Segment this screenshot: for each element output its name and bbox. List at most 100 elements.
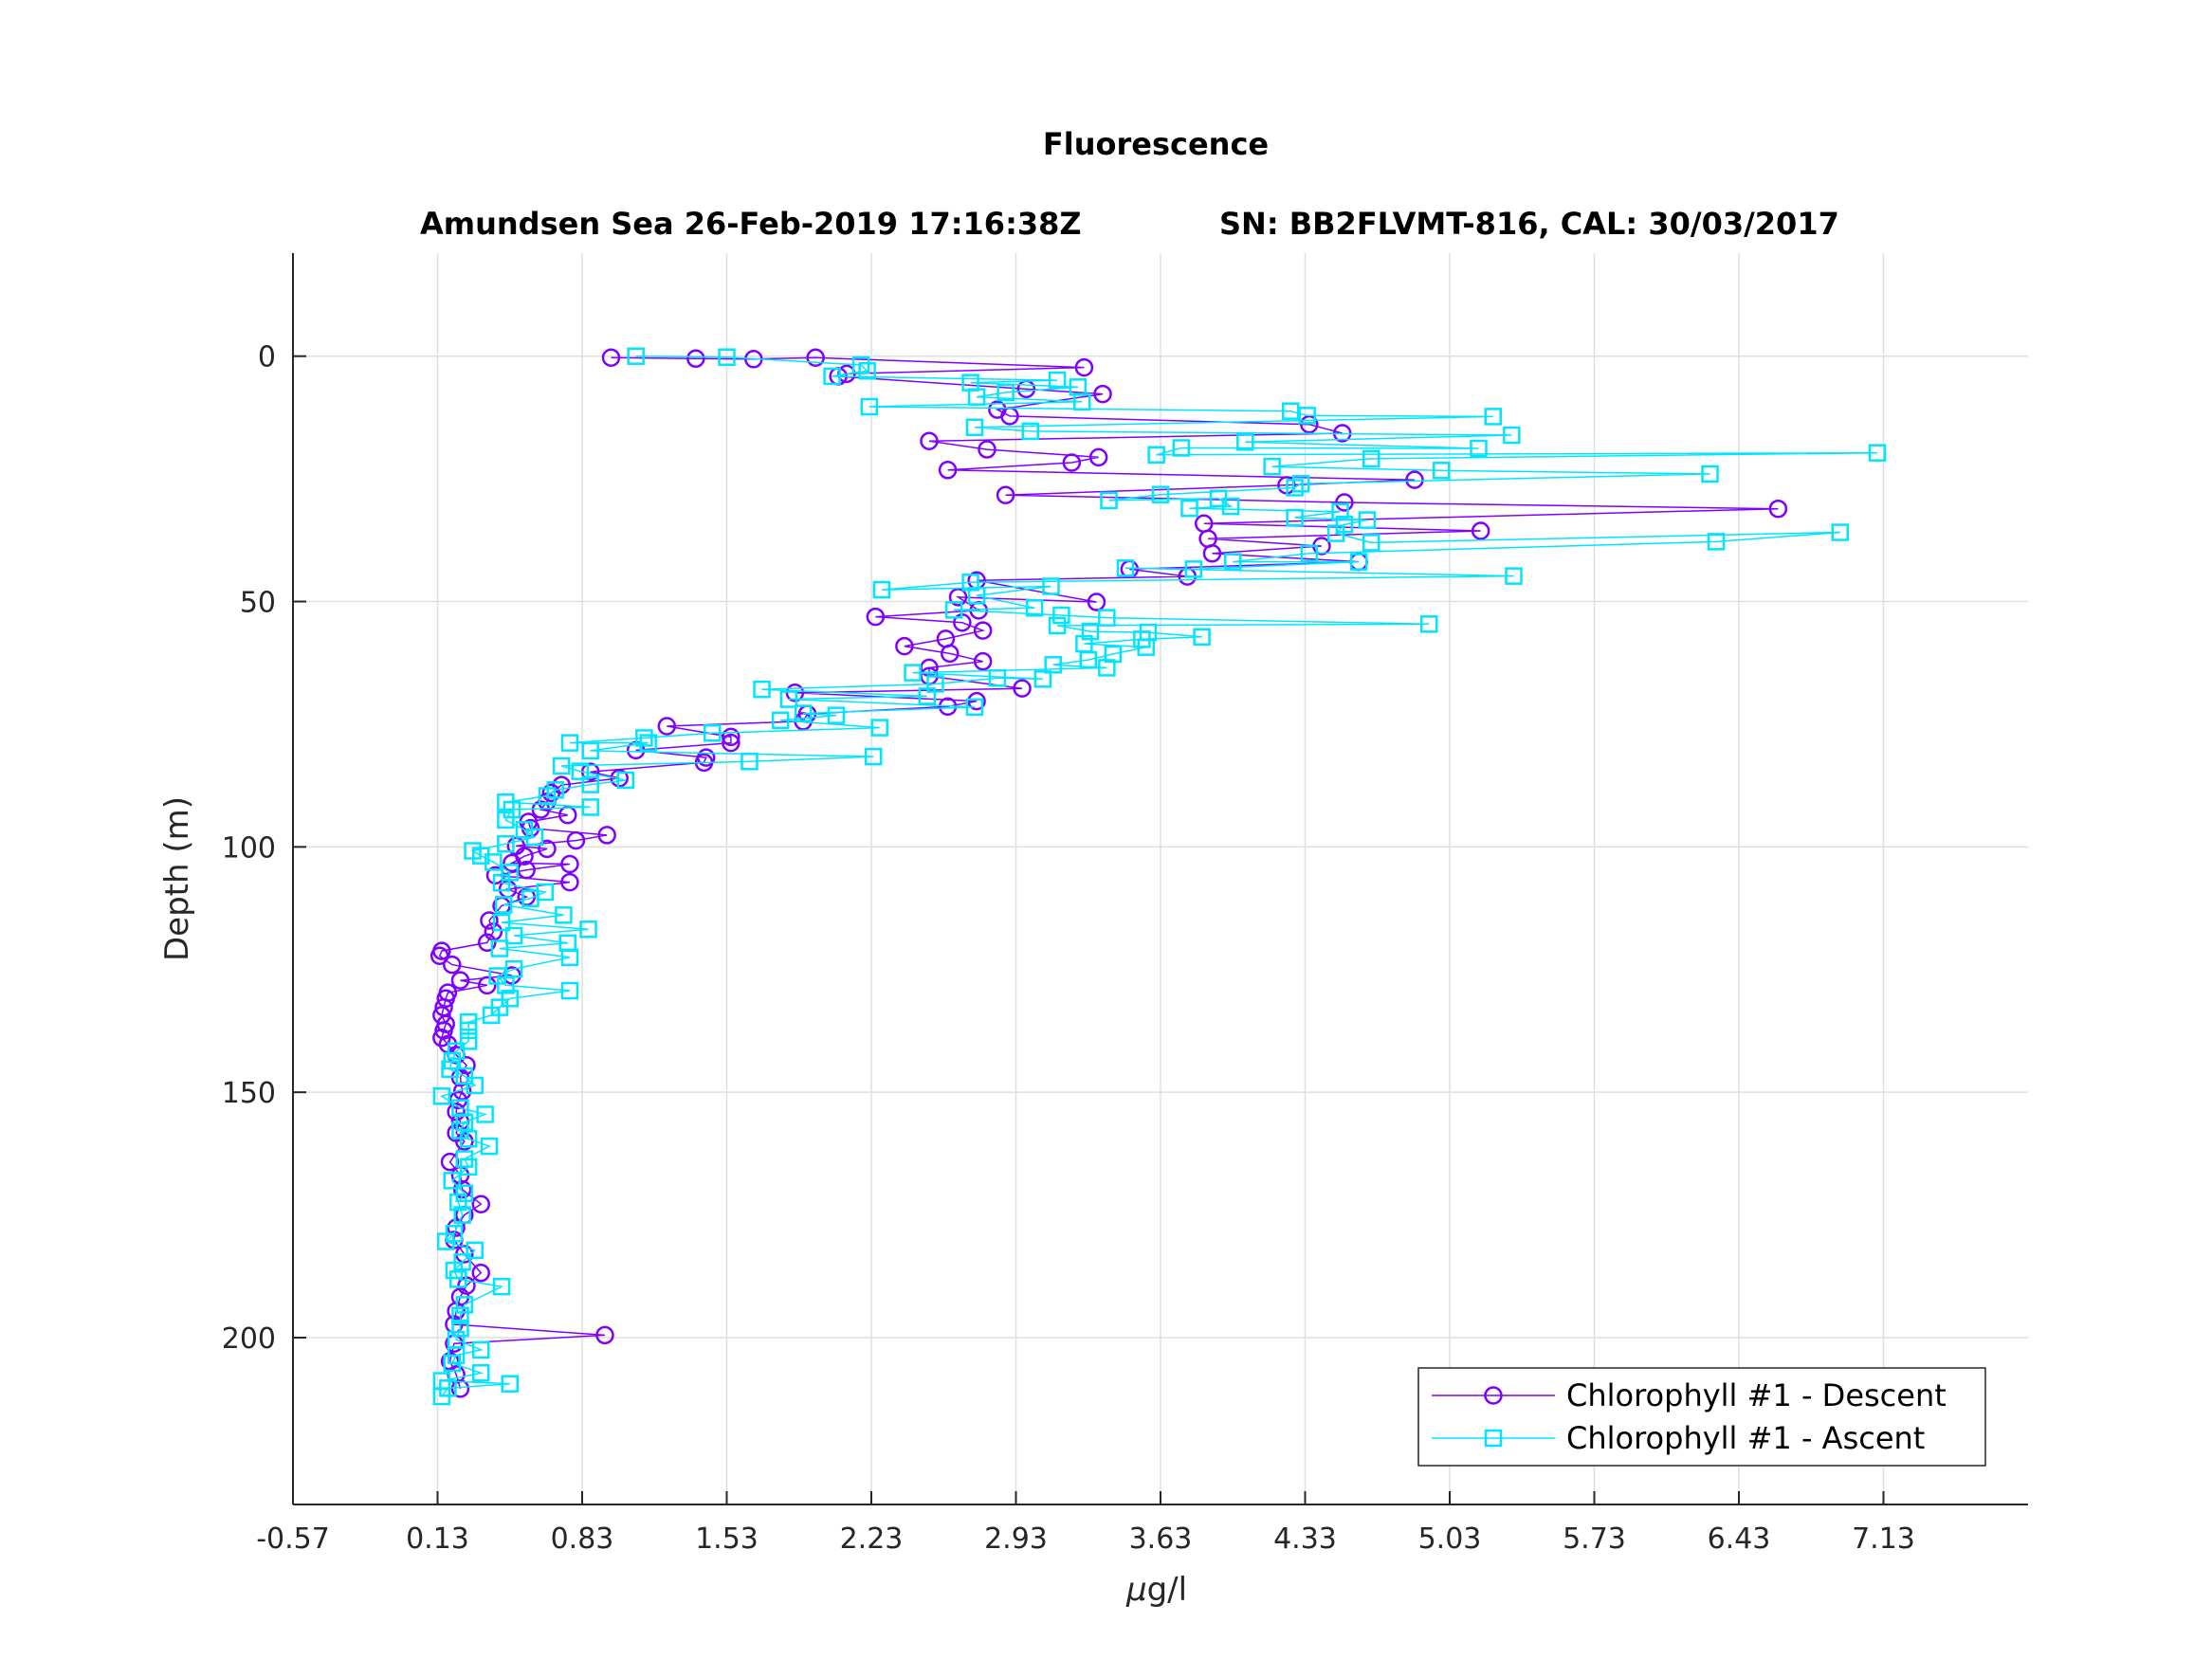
data-point [967, 587, 986, 605]
data-point [657, 717, 677, 736]
x-tick-label: 0.13 [406, 1522, 469, 1556]
data-point [996, 383, 1015, 402]
data-point [1291, 475, 1310, 493]
x-axis-label-prefix: μ [1125, 1571, 1147, 1609]
data-point [948, 588, 968, 607]
legend-box [1417, 1367, 1986, 1467]
grid [292, 253, 2028, 1504]
data-point [1172, 439, 1191, 457]
data-point [1505, 567, 1523, 585]
data-point [1100, 491, 1118, 510]
data-point [450, 971, 470, 990]
data-point [501, 1375, 519, 1393]
data-point [484, 853, 503, 871]
data-point [432, 1028, 451, 1048]
data-point [1484, 408, 1502, 426]
data-point [501, 990, 519, 1008]
data-point [451, 1306, 469, 1324]
data-point [449, 1270, 467, 1288]
data-point [1470, 439, 1488, 458]
data-point [445, 1225, 464, 1243]
y-tick-label: 0 [258, 341, 276, 374]
data-point [627, 347, 645, 365]
data-point [938, 461, 958, 480]
data-point [1151, 485, 1170, 503]
data-point [1362, 449, 1380, 468]
data-point [860, 397, 879, 416]
data-point [1075, 634, 1093, 653]
y-axis-label: Depth (m) [158, 796, 196, 961]
data-point [895, 636, 914, 656]
x-tick-label: 4.33 [1273, 1522, 1337, 1556]
data-point [447, 1218, 466, 1237]
data-point [1052, 606, 1070, 625]
data-point [1300, 544, 1319, 563]
data-point [472, 1340, 490, 1359]
data-point [1503, 426, 1521, 445]
data-point [996, 485, 1015, 504]
data-point [1419, 615, 1438, 633]
data-point [430, 946, 449, 966]
series-layer [430, 347, 1887, 1406]
data-point [504, 959, 523, 978]
data-point [449, 1193, 467, 1212]
data-point [1069, 378, 1088, 396]
data-point [579, 921, 597, 939]
x-tick-label: 2.93 [984, 1522, 1048, 1556]
x-axis-label: μg/l [1125, 1571, 1187, 1609]
data-point [459, 1032, 478, 1050]
data-point [1184, 560, 1203, 578]
data-point [1074, 357, 1094, 377]
data-point [851, 356, 870, 374]
data-point [973, 651, 993, 671]
data-point [466, 1241, 484, 1260]
data-point [538, 839, 557, 859]
data-point [973, 621, 993, 640]
data-point [552, 757, 571, 775]
data-point [1224, 553, 1242, 571]
data-point [1042, 577, 1060, 595]
data-point [455, 1184, 474, 1203]
data-point [497, 811, 515, 830]
data-point [488, 967, 506, 985]
data-point [1358, 511, 1377, 529]
data-point [866, 607, 886, 627]
data-point [806, 348, 825, 368]
data-point [1202, 544, 1222, 563]
x-tick-label: 0.83 [551, 1522, 614, 1556]
data-point [501, 864, 519, 882]
data-point [447, 1042, 466, 1060]
data-point [453, 1253, 471, 1271]
data-point [967, 691, 986, 711]
data-point [686, 349, 705, 369]
data-point [1831, 523, 1849, 541]
data-point [492, 1277, 511, 1296]
data-point [581, 741, 599, 760]
data-point [1405, 470, 1424, 489]
data-point [870, 719, 888, 737]
data-point [453, 1206, 471, 1224]
data-point [459, 1012, 478, 1031]
data-point [560, 854, 579, 874]
data-point [858, 361, 876, 380]
data-point [490, 998, 509, 1016]
data-point [926, 675, 944, 693]
data-point [704, 724, 722, 742]
data-point [450, 1379, 470, 1398]
data-point [616, 771, 634, 790]
data-point [1147, 446, 1165, 465]
data-point [722, 727, 740, 747]
data-point [1335, 516, 1354, 534]
data-point [785, 684, 805, 702]
data-point [1236, 433, 1254, 451]
data-point [503, 853, 521, 873]
data-point [872, 580, 891, 599]
data-point [1768, 499, 1788, 519]
data-point [965, 698, 984, 717]
data-point [471, 1194, 490, 1213]
data-point [492, 913, 511, 932]
data-point [536, 883, 555, 902]
data-point [771, 711, 790, 730]
data-point [560, 872, 579, 892]
data-point [1048, 616, 1067, 635]
